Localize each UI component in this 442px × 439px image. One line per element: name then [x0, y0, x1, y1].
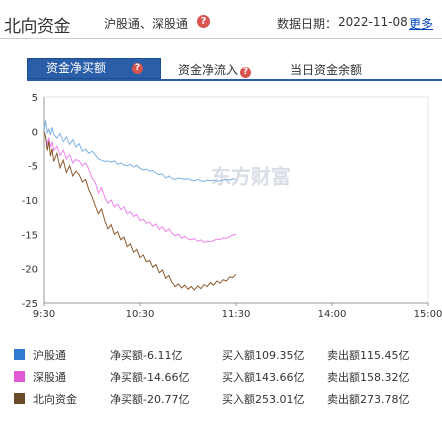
x-tick-label: 14:00	[318, 309, 347, 320]
tab-net-inflow[interactable]: 资金净流入?	[178, 61, 252, 78]
legend-net-buy: 净买额-14.66亿	[110, 371, 190, 384]
x-tick-label: 9:30	[33, 309, 55, 320]
date-value: 2022-11-08	[338, 15, 408, 29]
tab-net-buy-help-icon[interactable]: ?	[132, 63, 143, 74]
legend-name: 深股通	[33, 371, 66, 384]
y-axis-ticks: 5 0 -5 -10 -15 -20 -25	[22, 93, 38, 310]
intraday-chart[interactable]: 5 0 -5 -10 -15 -20 -25 9:30 10:30 11:30 14:00 15:0…	[0, 85, 442, 330]
tab-net-inflow-help-icon[interactable]: ?	[240, 67, 252, 78]
y-tick-label: -10	[22, 196, 38, 207]
y-tick-label: 5	[32, 93, 38, 104]
y-tick-label: -5	[28, 162, 38, 173]
legend-sell-amount: 卖出额115.45亿	[327, 349, 410, 362]
legend-row-sgt: 深股通 净买额-14.66亿 买入额143.66亿 卖出额158.32亿	[0, 369, 442, 385]
line-hgt	[43, 120, 237, 183]
line-sgt	[43, 131, 237, 244]
legend-net-buy: 净买额-20.77亿	[110, 393, 190, 406]
legend-swatch-hgt	[14, 349, 25, 360]
date-label: 数据日期：	[277, 17, 338, 31]
y-tick-label: -15	[22, 230, 38, 241]
chart-grid	[43, 96, 429, 304]
x-tick-label: 11:30	[222, 309, 251, 320]
legend-buy-amount: 买入额109.35亿	[222, 349, 305, 362]
y-tick-label: -25	[22, 299, 38, 310]
legend-buy-amount: 买入额253.01亿	[222, 393, 305, 406]
tab-net-buy[interactable]: 资金净买额 ?	[27, 58, 161, 79]
x-tick-label: 10:30	[126, 309, 155, 320]
page-title: 北向资金	[4, 17, 71, 37]
line-north	[43, 131, 237, 291]
chart-lines	[43, 120, 237, 291]
legend-name: 沪股通	[33, 349, 66, 362]
chart-watermark: 东方财富	[211, 164, 291, 188]
x-axis-ticks: 9:30 10:30 11:30 14:00 15:00	[33, 303, 442, 320]
y-tick-label: 0	[32, 127, 38, 138]
tab-bar: 资金净买额 ? 资金净流入? 当日资金余额	[0, 58, 442, 81]
legend-swatch-sgt	[14, 371, 25, 382]
legend-name: 北向资金	[33, 393, 77, 406]
header-divider	[0, 38, 442, 39]
tab-daily-balance[interactable]: 当日资金余额	[290, 61, 362, 78]
legend-row-north: 北向资金 净买额-20.77亿 买入额253.01亿 卖出额273.78亿	[0, 391, 442, 407]
help-icon[interactable]: ?	[197, 15, 210, 28]
page-subtitle: 沪股通、深股通	[104, 17, 189, 31]
more-link[interactable]: 更多	[409, 17, 434, 31]
legend-swatch-north	[14, 393, 25, 404]
y-tick-label: -20	[22, 265, 38, 276]
legend-net-buy: 净买额-6.11亿	[110, 349, 183, 362]
plot-frame	[43, 96, 429, 304]
tab-daily-balance-label: 当日资金余额	[290, 63, 363, 77]
legend-row-hgt: 沪股通 净买额-6.11亿 买入额109.35亿 卖出额115.45亿	[0, 347, 442, 363]
tab-net-buy-label: 资金净买额	[46, 61, 107, 75]
legend-sell-amount: 卖出额158.32亿	[327, 371, 410, 384]
x-tick-label: 15:00	[414, 309, 442, 320]
tab-net-inflow-label: 资金净流入	[178, 63, 239, 77]
legend-buy-amount: 买入额143.66亿	[222, 371, 305, 384]
tab-underline	[27, 79, 442, 81]
legend-sell-amount: 卖出额273.78亿	[327, 393, 410, 406]
header: 北向资金 沪股通、深股通 ? 数据日期： 2022-11-08 更多	[0, 0, 442, 44]
